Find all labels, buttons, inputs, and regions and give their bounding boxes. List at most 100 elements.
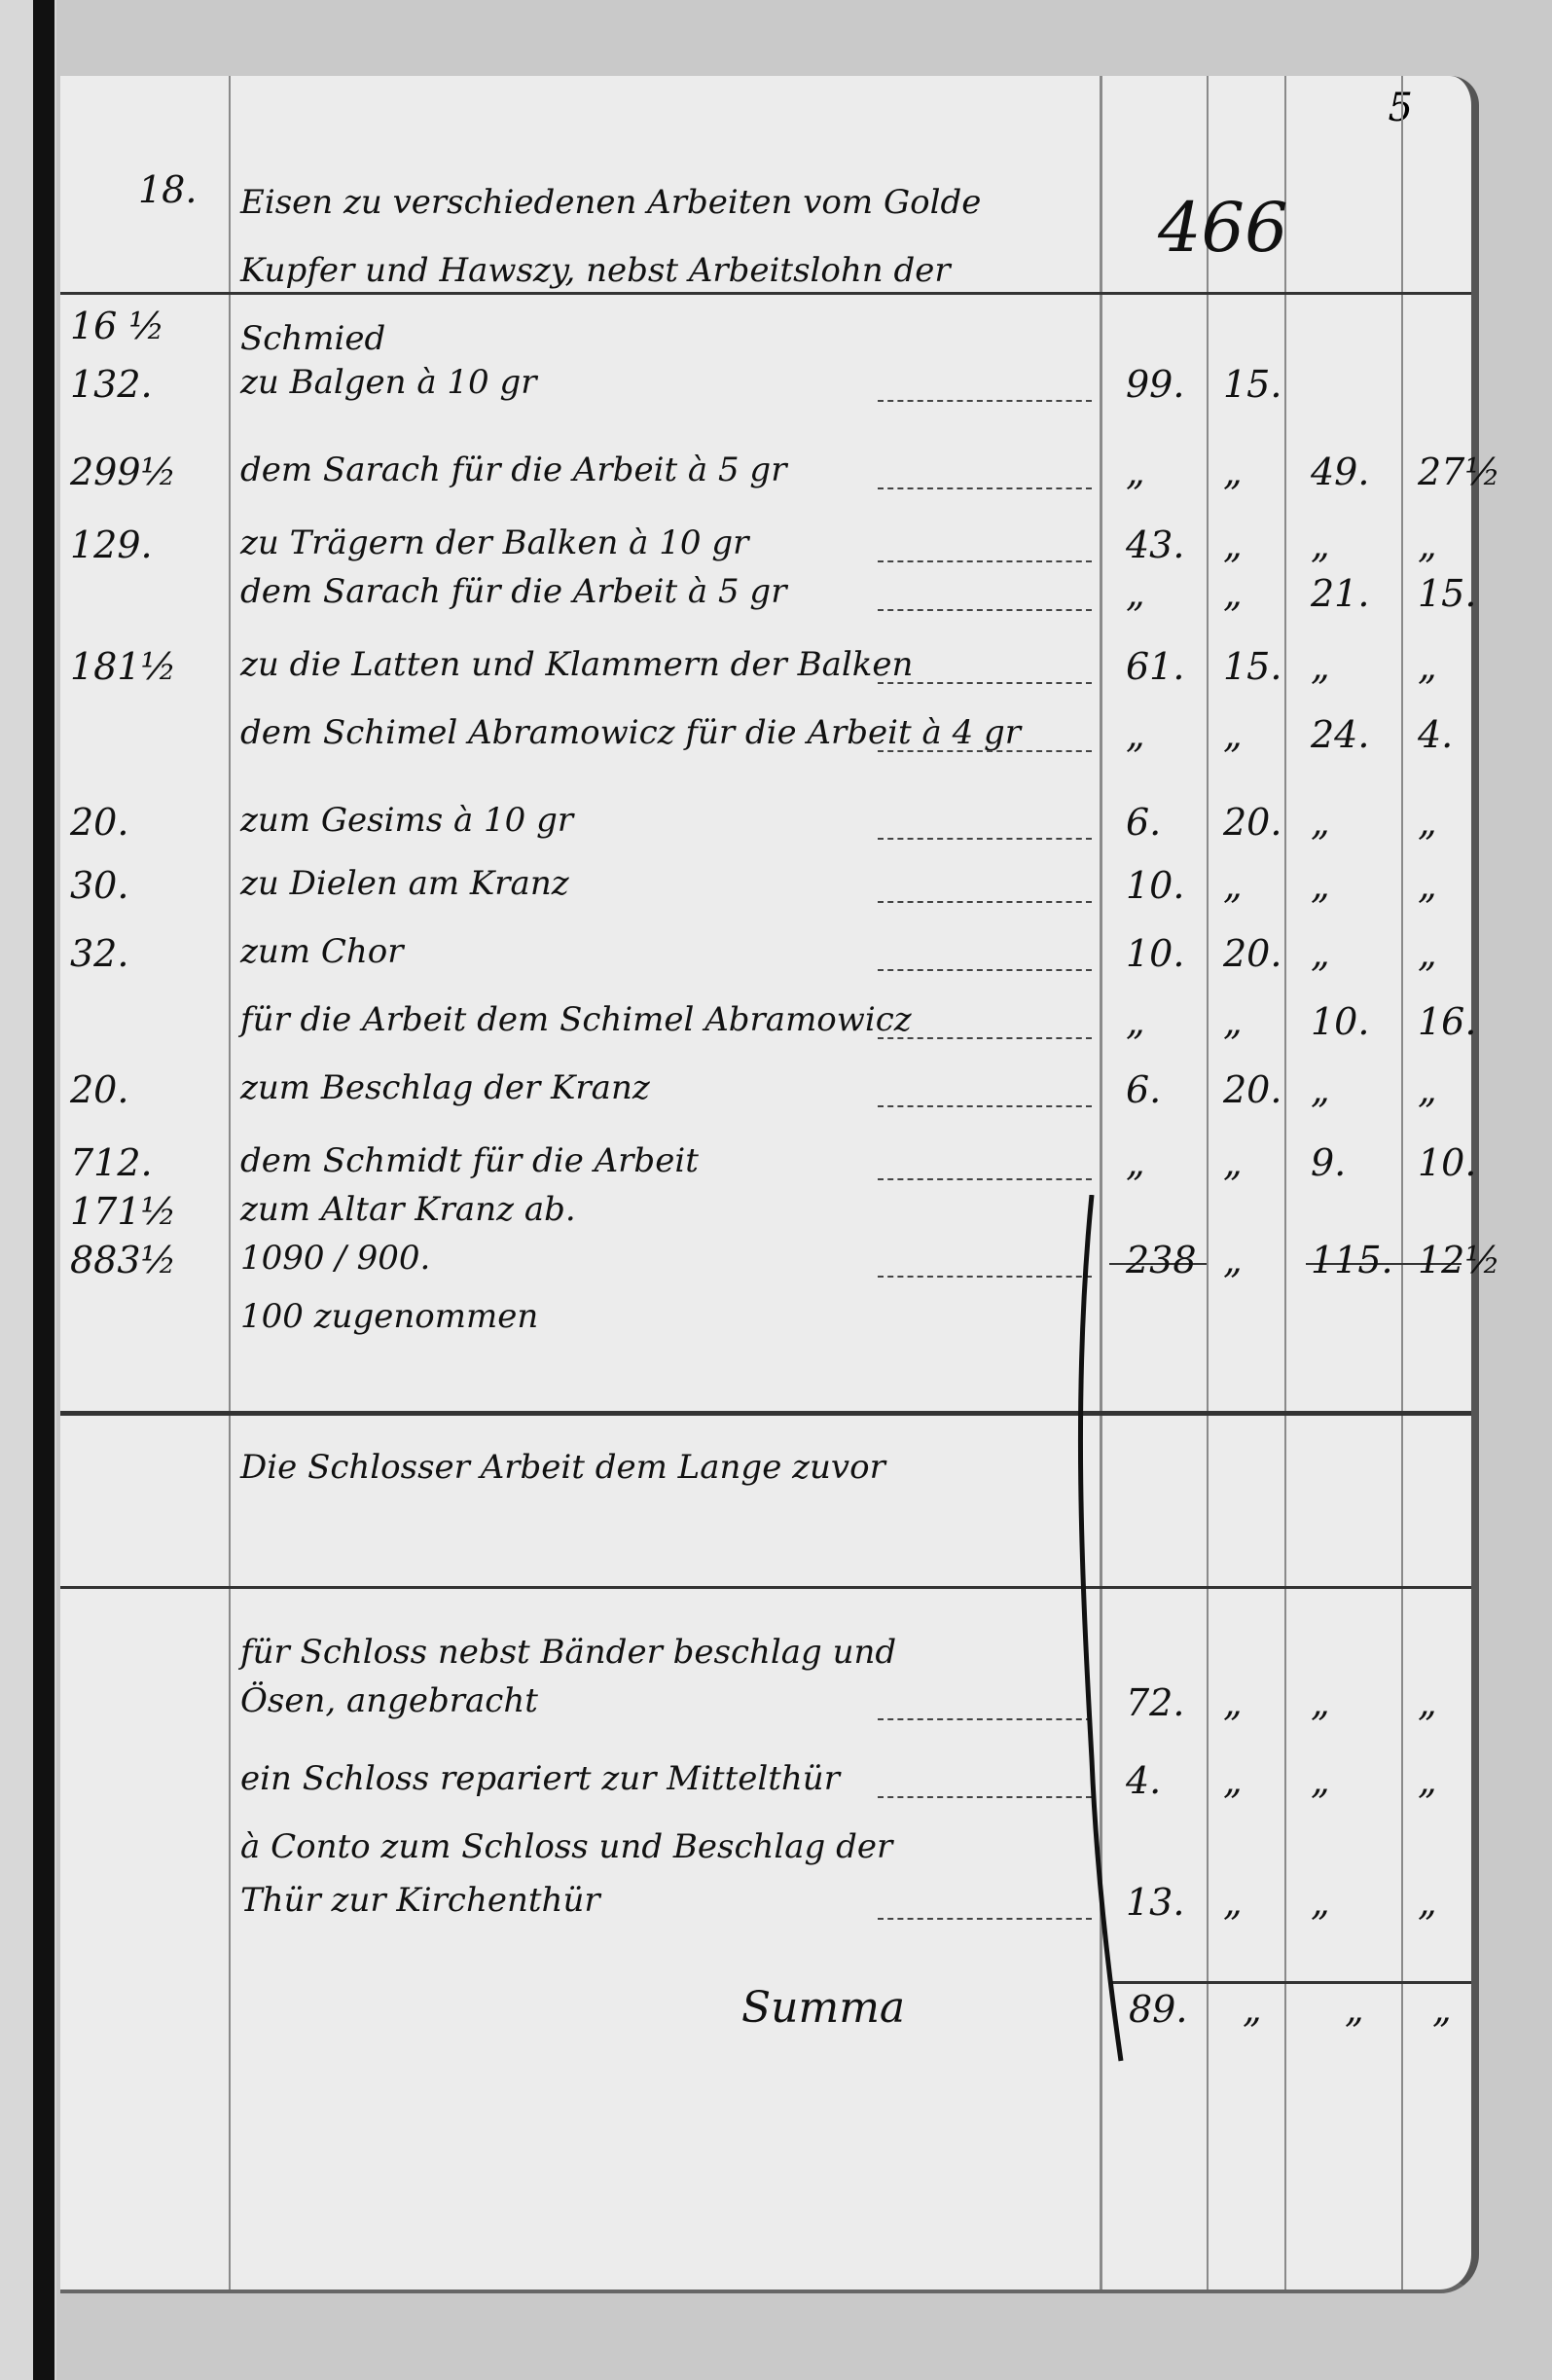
cell-c3: „ [1311,1881,1330,1924]
cell-qty: 299½ [70,451,177,493]
cell-c1: 61. [1126,645,1185,688]
cell-qty: 132. [70,363,153,406]
cell-c4: „ [1418,1759,1437,1802]
cell-qty: 20. [70,801,129,844]
column-rule [1207,76,1209,2290]
summa-col4: „ [1432,1988,1452,2031]
cell-desc: dem Sarach für die Arbeit à 5 gr [240,572,787,611]
cell-c1: 72. [1126,1681,1185,1724]
cell-qty: 20. [70,1068,129,1111]
cell-qty: 712. [70,1141,153,1184]
cell-qty: 883½ [70,1239,177,1281]
cell-desc: zu die Latten und Klammern der Balken [240,645,914,684]
cell-c3: „ [1311,1681,1330,1724]
section-rule [60,1586,1471,1589]
cell-c3: „ [1311,801,1330,844]
cell-c3: „ [1311,1759,1330,1802]
cell-c4: „ [1418,1681,1437,1724]
cell-c2: 20. [1223,1068,1282,1111]
cell-qty: 32. [70,932,129,975]
section-title: Die Schlosser Arbeit dem Lange zuvor [240,1448,885,1487]
cell-c2: 20. [1223,932,1282,975]
leader-dots [878,1178,1092,1180]
cell-c4: „ [1418,932,1437,975]
cell-c1: 6. [1126,801,1162,844]
cell-c2: „ [1223,1000,1243,1043]
summa-col3: „ [1345,1988,1364,2031]
cell-c1: „ [1126,1141,1145,1184]
cell-c1: 4. [1126,1759,1162,1802]
cell-desc: dem Schimel Abramowicz für die Arbeit à … [240,713,1022,752]
cell-desc: zu Balgen à 10 gr [240,363,537,402]
cell-c3: 10. [1311,1000,1370,1043]
cell-c1: „ [1126,1000,1145,1043]
cell-desc: zum Beschlag der Kranz [240,1068,650,1107]
cell-desc: zum Altar Kranz ab. [240,1190,576,1229]
cell-c3: 9. [1311,1141,1347,1184]
column-rule [1100,76,1102,2290]
cell-c3: 21. [1311,572,1370,615]
summa-label: Summa [741,1983,906,2033]
cell-qty: 129. [70,523,153,566]
cell-c3: „ [1311,932,1330,975]
total-rule [1306,1263,1462,1265]
cell-c4: „ [1418,1068,1437,1111]
cell-c4: „ [1418,801,1437,844]
cell-c2: 15. [1223,645,1282,688]
cell-c2: 15. [1223,363,1282,406]
cell-desc: 100 zugenommen [240,1297,539,1336]
leader-dots [878,1276,1092,1278]
cell-desc: Thür zur Kirchenthür [240,1881,600,1920]
column-rule [229,76,231,2290]
leader-dots [878,1796,1092,1798]
leader-dots [878,901,1092,903]
cell-desc: dem Sarach für die Arbeit à 5 gr [240,451,787,489]
cell-c2: „ [1223,572,1243,615]
leader-dots [878,1105,1092,1107]
leader-dots [878,1037,1092,1039]
leader-dots [878,609,1092,611]
header-description: Eisen zu verschiedenen Arbeiten vom Gold… [240,183,982,358]
page-number: 5 [1389,86,1413,130]
cell-desc: für die Arbeit dem Schimel Abramowicz [240,1000,912,1039]
leader-dots [878,969,1092,971]
cell-c4: 15. [1418,572,1477,615]
cell-c1: 13. [1126,1881,1185,1924]
cell-desc: zum Chor [240,932,404,971]
cell-desc: ein Schloss repariert zur Mittelthür [240,1759,840,1798]
leader-dots [878,750,1092,752]
leader-dots [878,1918,1092,1920]
cell-desc: dem Schmidt für die Arbeit [240,1141,699,1180]
column-rule [1401,76,1403,2290]
header-amount: 466 [1158,188,1288,268]
cell-c3: „ [1311,1068,1330,1111]
cell-c2: „ [1223,1881,1243,1924]
brace-mark [1077,1195,1124,2062]
leader-dots [878,487,1092,489]
cell-desc: zum Gesims à 10 gr [240,801,574,840]
cell-c1: 43. [1126,523,1185,566]
cell-c1: „ [1126,713,1145,756]
leader-dots [878,400,1092,402]
cell-c4: „ [1418,864,1437,907]
cell-c2: „ [1223,1759,1243,1802]
header-qty: 18. [138,168,198,211]
leader-dots [878,1718,1092,1720]
summa-col2: „ [1243,1988,1262,2031]
cell-c2: „ [1223,523,1243,566]
cell-qty: 181½ [70,645,177,688]
header-rule [60,292,1471,295]
cell-c2: „ [1223,1681,1243,1724]
cell-desc: à Conto zum Schloss und Beschlag der [240,1827,893,1866]
cell-c4: 10. [1418,1141,1477,1184]
cell-c3: „ [1311,864,1330,907]
cell-c1: 10. [1126,864,1185,907]
cell-c4: 27½ [1418,451,1501,493]
cell-c2: „ [1223,864,1243,907]
cell-qty: 30. [70,864,129,907]
ledger-page: 5 18. Eisen zu verschiedenen Arbeiten vo… [60,76,1500,2293]
cell-c2: „ [1223,1141,1243,1184]
cell-desc: 1090 / 900. [240,1239,431,1278]
cell-c4: 12½ [1418,1239,1501,1281]
summa-rule [1111,1981,1471,1984]
